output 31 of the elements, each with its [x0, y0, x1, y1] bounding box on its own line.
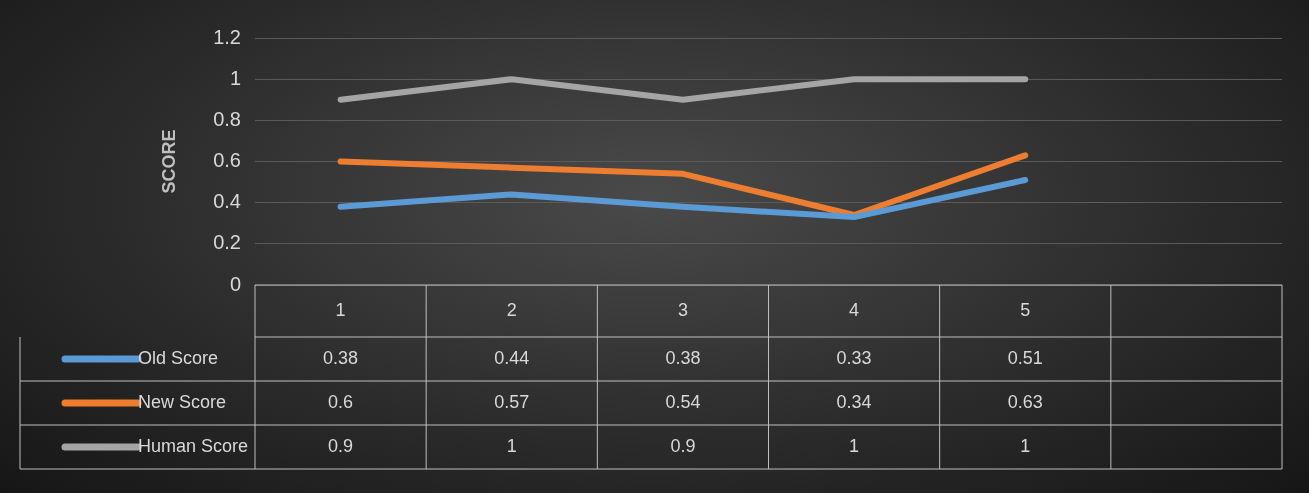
legend-label: Human Score — [138, 435, 249, 456]
x-tick-label: 1 — [335, 299, 346, 320]
data-label: 0.34 — [836, 391, 872, 412]
y-tick-label: 1 — [229, 66, 241, 89]
y-tick-label: 1.2 — [213, 25, 241, 48]
data-label: 0.6 — [328, 391, 354, 412]
y-tick-label: 0.6 — [213, 149, 241, 172]
x-tick-label: 4 — [849, 299, 860, 320]
data-label: 0.54 — [665, 391, 701, 412]
y-tick-label: 0.2 — [213, 231, 241, 254]
y-axis-title: SCORE — [158, 129, 179, 194]
data-label: 0.9 — [328, 435, 354, 456]
data-label: 0.51 — [1007, 347, 1043, 368]
data-label: 0.38 — [323, 347, 359, 368]
x-tick-label: 5 — [1020, 299, 1031, 320]
y-tick-label: 0.4 — [213, 190, 241, 213]
data-label: 0.9 — [670, 435, 696, 456]
x-tick-label: 2 — [506, 299, 517, 320]
data-label: 1 — [506, 435, 517, 456]
x-tick-label: 3 — [677, 299, 688, 320]
y-tick-label: 0 — [229, 272, 241, 295]
data-label: 1 — [1020, 435, 1031, 456]
legend-label: Old Score — [138, 347, 219, 368]
legend-label: New Score — [138, 391, 227, 412]
data-label: 0.44 — [494, 347, 530, 368]
data-label: 1 — [849, 435, 860, 456]
data-label: 0.57 — [494, 391, 530, 412]
data-label: 0.63 — [1007, 391, 1043, 412]
y-tick-label: 0.8 — [213, 107, 241, 130]
data-label: 0.33 — [836, 347, 872, 368]
data-label: 0.38 — [665, 347, 701, 368]
